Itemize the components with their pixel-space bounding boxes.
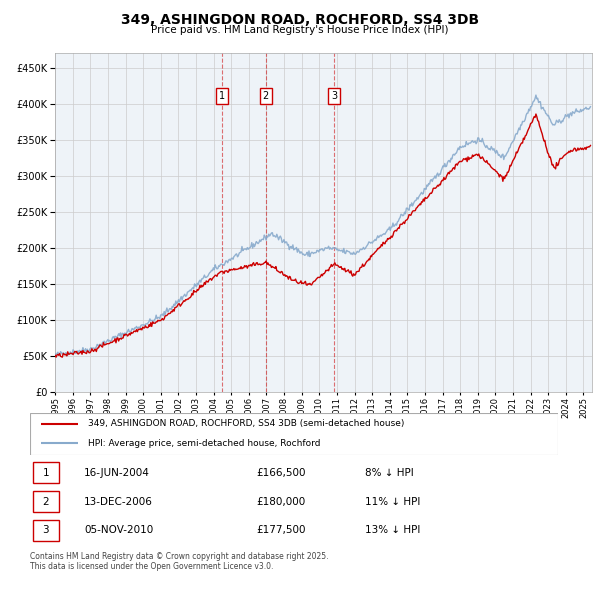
Text: 2: 2 [262,91,269,101]
Text: 8% ↓ HPI: 8% ↓ HPI [365,468,413,478]
Text: 1: 1 [43,468,49,478]
Text: 05-NOV-2010: 05-NOV-2010 [84,526,153,535]
Text: £177,500: £177,500 [257,526,306,535]
Text: HPI: Average price, semi-detached house, Rochford: HPI: Average price, semi-detached house,… [88,438,320,448]
Text: £166,500: £166,500 [257,468,306,478]
Text: £180,000: £180,000 [257,497,306,507]
Text: Price paid vs. HM Land Registry's House Price Index (HPI): Price paid vs. HM Land Registry's House … [151,25,449,35]
Text: 3: 3 [43,526,49,535]
Text: 349, ASHINGDON ROAD, ROCHFORD, SS4 3DB: 349, ASHINGDON ROAD, ROCHFORD, SS4 3DB [121,13,479,27]
Text: 13% ↓ HPI: 13% ↓ HPI [365,526,420,535]
Text: 16-JUN-2004: 16-JUN-2004 [84,468,150,478]
Bar [33,463,59,483]
Text: 349, ASHINGDON ROAD, ROCHFORD, SS4 3DB (semi-detached house): 349, ASHINGDON ROAD, ROCHFORD, SS4 3DB (… [88,419,404,428]
Text: 3: 3 [331,91,337,101]
Text: 1: 1 [218,91,224,101]
Bar [33,491,59,512]
Text: 11% ↓ HPI: 11% ↓ HPI [365,497,420,507]
Text: Contains HM Land Registry data © Crown copyright and database right 2025.
This d: Contains HM Land Registry data © Crown c… [30,552,329,571]
Bar [33,520,59,541]
Text: 2: 2 [43,497,49,507]
Text: 13-DEC-2006: 13-DEC-2006 [84,497,153,507]
